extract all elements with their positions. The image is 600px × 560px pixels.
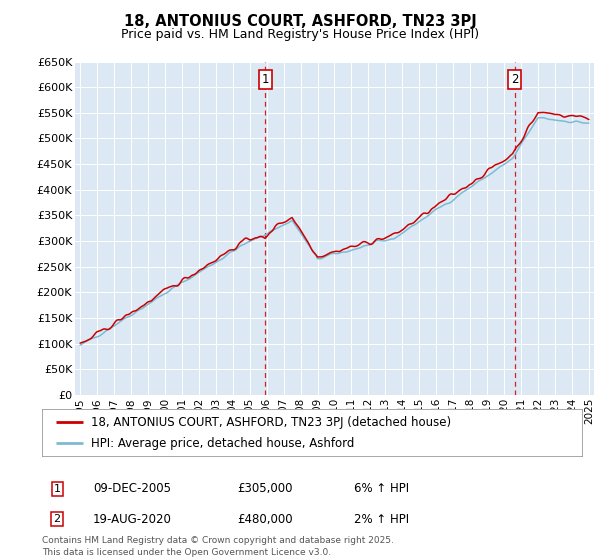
Text: 2% ↑ HPI: 2% ↑ HPI [354,512,409,526]
Text: 2: 2 [511,73,518,86]
Text: £305,000: £305,000 [237,482,293,496]
Text: 09-DEC-2005: 09-DEC-2005 [93,482,171,496]
Text: £480,000: £480,000 [237,512,293,526]
Text: Price paid vs. HM Land Registry's House Price Index (HPI): Price paid vs. HM Land Registry's House … [121,28,479,41]
Text: 2: 2 [53,514,61,524]
Text: Contains HM Land Registry data © Crown copyright and database right 2025.
This d: Contains HM Land Registry data © Crown c… [42,536,394,557]
Text: 1: 1 [262,73,269,86]
Text: 18, ANTONIUS COURT, ASHFORD, TN23 3PJ: 18, ANTONIUS COURT, ASHFORD, TN23 3PJ [124,14,476,29]
Text: 1: 1 [53,484,61,494]
Text: 6% ↑ HPI: 6% ↑ HPI [354,482,409,496]
Text: 19-AUG-2020: 19-AUG-2020 [93,512,172,526]
Text: HPI: Average price, detached house, Ashford: HPI: Average price, detached house, Ashf… [91,437,354,450]
Text: 18, ANTONIUS COURT, ASHFORD, TN23 3PJ (detached house): 18, ANTONIUS COURT, ASHFORD, TN23 3PJ (d… [91,416,451,428]
